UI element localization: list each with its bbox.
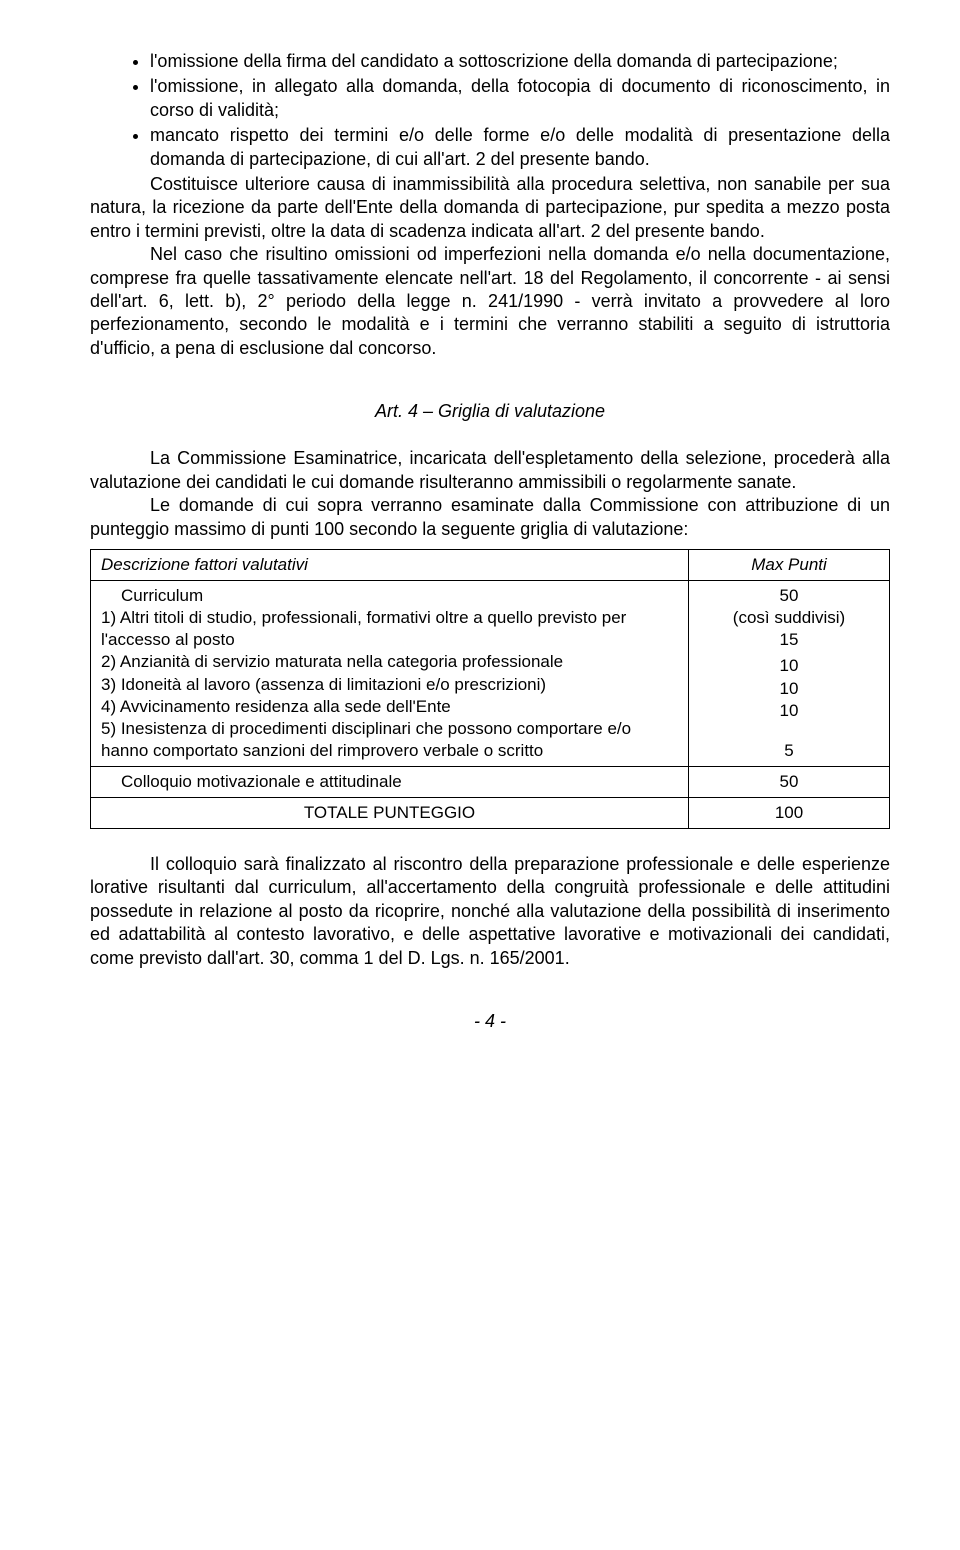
- colloquio-cell: Colloquio motivazionale e attitudinale: [91, 766, 689, 797]
- table-row: TOTALE PUNTEGGIO 100: [91, 797, 890, 828]
- curriculum-title: Curriculum: [121, 585, 678, 607]
- bullet-item: mancato rispetto dei termini e/o delle f…: [150, 124, 890, 171]
- paragraph-colloquio: Il colloquio sarà finalizzato al riscont…: [90, 853, 890, 970]
- points-value: 10: [699, 655, 879, 677]
- points-value: 10: [699, 700, 879, 722]
- curriculum-item: 5) Inesistenza di procedimenti disciplin…: [101, 718, 678, 762]
- points-sub: (così suddivisi): [699, 607, 879, 629]
- curriculum-item: 1) Altri titoli di studio, professionali…: [101, 607, 678, 651]
- points-value: 10: [699, 678, 879, 700]
- points-value: 5: [699, 740, 879, 762]
- total-label: TOTALE PUNTEGGIO: [91, 797, 689, 828]
- article-heading: Art. 4 – Griglia di valutazione: [90, 400, 890, 423]
- paragraph-commission: La Commissione Esaminatrice, incaricata …: [90, 447, 890, 494]
- curriculum-item: 2) Anzianità di servizio maturata nella …: [101, 651, 678, 673]
- points-total: 50: [699, 585, 879, 607]
- bullet-item: l'omissione della firma del candidato a …: [150, 50, 890, 73]
- header-left: Descrizione fattori valutativi: [91, 550, 689, 581]
- table-row: Colloquio motivazionale e attitudinale 5…: [91, 766, 890, 797]
- points-value: 15: [699, 629, 879, 651]
- curriculum-points: 50 (così suddivisi) 15 10 10 10 5: [689, 581, 890, 767]
- paragraph-omissions: Nel caso che risultino omissioni od impe…: [90, 243, 890, 360]
- curriculum-cell: Curriculum 1) Altri titoli di studio, pr…: [91, 581, 689, 767]
- curriculum-item: 3) Idoneità al lavoro (assenza di limita…: [101, 674, 678, 696]
- evaluation-table: Descrizione fattori valutativi Max Punti…: [90, 549, 890, 829]
- curriculum-item: 4) Avvicinamento residenza alla sede del…: [101, 696, 678, 718]
- bullet-item: l'omissione, in allegato alla domanda, d…: [150, 75, 890, 122]
- colloquio-points: 50: [689, 766, 890, 797]
- table-header-row: Descrizione fattori valutativi Max Punti: [91, 550, 890, 581]
- table-row: Curriculum 1) Altri titoli di studio, pr…: [91, 581, 890, 767]
- paragraph-inadmissibility: Costituisce ulteriore causa di inammissi…: [90, 173, 890, 243]
- page-number: - 4 -: [90, 1010, 890, 1033]
- exclusion-bullets: l'omissione della firma del candidato a …: [90, 50, 890, 171]
- total-points: 100: [689, 797, 890, 828]
- header-right: Max Punti: [689, 550, 890, 581]
- paragraph-griglia-intro: Le domande di cui sopra verranno esamina…: [90, 494, 890, 541]
